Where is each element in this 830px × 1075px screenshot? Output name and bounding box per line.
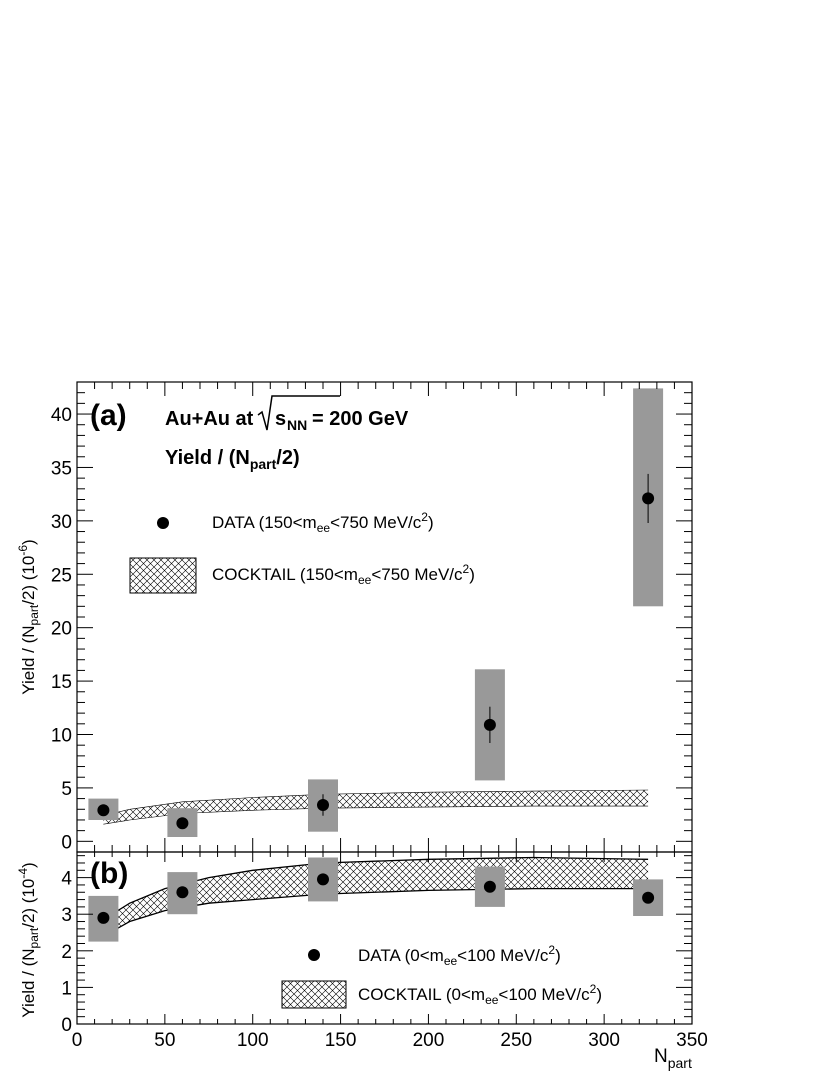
svg-text:s: s <box>275 408 286 430</box>
legend-a-cocktail-swatch <box>129 557 197 594</box>
x-tick-label: 50 <box>154 1030 175 1051</box>
y-tick-label: 15 <box>51 672 72 693</box>
y-tick-label: 5 <box>61 779 72 800</box>
cocktail-band-upper-edge <box>103 856 649 921</box>
svg-text:NN: NN <box>287 417 307 433</box>
y-ticks-a: 0 5 10 15 20 25 30 35 40 <box>51 381 692 853</box>
data-point <box>642 492 655 505</box>
legend-b: DATA (0<mee<100 MeV/c2) COCKTAIL (0<mee<… <box>281 943 602 1009</box>
x-tick-label: 250 <box>500 1030 532 1051</box>
x-tick-label: 100 <box>237 1030 269 1051</box>
panel-b-label: (b) <box>90 857 128 890</box>
cocktail-band-lower-edge <box>103 805 649 825</box>
cocktail-band-upper-edge <box>103 789 649 816</box>
panel-a: 0 5 10 15 20 25 30 35 40 (a) Au+Au at s NN = 200… <box>16 381 693 853</box>
legend-b-cocktail-label: COCKTAIL (0<mee<100 MeV/c2) <box>358 982 602 1007</box>
legend-b-data-marker <box>308 949 320 961</box>
x-ticks-b: 0 50 100 150 200 250 300 350 <box>72 852 708 1051</box>
x-ticks-a <box>76 382 693 852</box>
y-tick-label: 20 <box>51 619 72 640</box>
y-tick-label: 25 <box>51 565 72 586</box>
y-tick-label: 40 <box>51 405 72 426</box>
panel-b-frame <box>76 851 693 1025</box>
y-tick-label: 35 <box>51 458 72 479</box>
x-tick-label: 300 <box>588 1030 620 1051</box>
svg-text:Au+Au at: Au+Au at <box>165 408 254 430</box>
y-tick-label: 4 <box>61 869 72 890</box>
y-tick-label: 3 <box>61 905 72 926</box>
x-tick-label: 200 <box>413 1030 445 1051</box>
x-tick-label: 0 <box>72 1030 83 1051</box>
legend-a-data-marker <box>157 517 169 529</box>
y-tick-label: 2 <box>61 942 72 963</box>
y-tick-label: 30 <box>51 512 72 533</box>
cocktail-band-a <box>103 789 649 825</box>
data-points-b <box>97 873 655 924</box>
y-tick-label: 10 <box>51 726 72 747</box>
svg-text:= 200 GeV: = 200 GeV <box>312 408 409 430</box>
data-point <box>317 873 329 886</box>
data-points-a <box>97 492 655 830</box>
data-point <box>97 804 110 817</box>
data-point <box>642 891 655 904</box>
chart-subtitle: Yield / (Npart/2) <box>165 447 300 472</box>
x-tick-label: 350 <box>676 1030 708 1051</box>
data-point <box>483 880 496 893</box>
legend-a-data-label: DATA (150<mee<750 MeV/c2) <box>212 510 434 535</box>
data-point <box>483 718 496 731</box>
y-ticks-b: 0 1 2 3 4 <box>61 855 692 1036</box>
cocktail-band-fill <box>103 857 649 937</box>
legend-b-data-label: DATA (0<mee<100 MeV/c2) <box>358 943 561 968</box>
y-axis-title-a: Yield / (Npart/2) (10-6) <box>16 539 41 694</box>
y-tick-label: 1 <box>61 978 72 999</box>
data-point <box>97 911 110 924</box>
panel-a-label: (a) <box>90 399 127 432</box>
data-point <box>176 817 189 830</box>
y-tick-label: 0 <box>61 832 72 853</box>
legend-b-cocktail-swatch <box>281 980 347 1009</box>
data-point <box>317 799 329 811</box>
panel-b: 0 1 2 3 4 0 50 100 150 200 250 300 350 (b) DATA (0<… <box>16 851 708 1071</box>
data-point <box>176 886 189 899</box>
chart-title: Au+Au at s NN = 200 GeV <box>165 395 409 433</box>
legend-a-cocktail-label: COCKTAIL (150<mee<750 MeV/c2) <box>212 562 475 587</box>
y-axis-title-b: Yield / (Npart/2) (10-4) <box>16 862 41 1017</box>
x-tick-label: 150 <box>325 1030 357 1051</box>
y-tick-label: 0 <box>61 1015 72 1036</box>
legend-a: DATA (150<mee<750 MeV/c2) COCKTAIL (150<… <box>129 510 475 594</box>
